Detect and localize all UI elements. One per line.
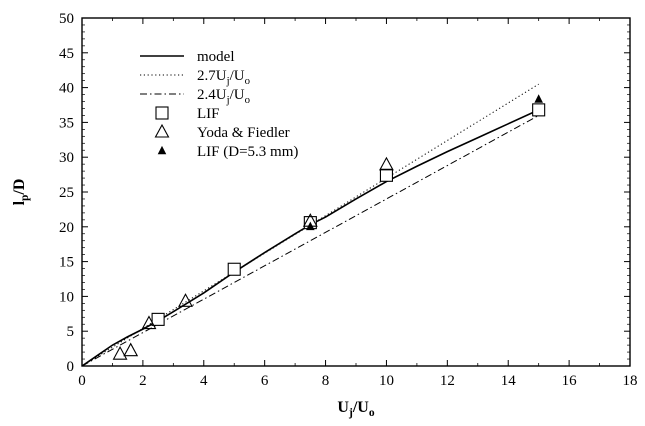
x-tick-label: 10 xyxy=(379,373,394,389)
x-tick-label: 2 xyxy=(139,373,147,389)
axis-titles: Uj/Uo lp/D xyxy=(11,179,375,419)
data-point-5 xyxy=(534,94,543,103)
legend-label-2-base: 2.4U xyxy=(197,87,227,103)
x-tick-label: 6 xyxy=(261,373,269,389)
legend-label-0: model xyxy=(197,49,235,65)
y-axis-title-sub1: p xyxy=(19,195,31,201)
x-tick-label: 8 xyxy=(322,373,330,389)
legend-label-2-mid: /U xyxy=(230,87,245,103)
y-tick-label: 40 xyxy=(59,81,74,97)
y-tick-label: 45 xyxy=(59,46,74,62)
data-point-3 xyxy=(532,103,546,117)
y-tick-label: 30 xyxy=(59,150,74,166)
y-axis-title-base: l xyxy=(11,200,28,205)
y-axis-title: lp/D xyxy=(11,179,31,206)
plot-markers-layer xyxy=(112,94,546,360)
data-point-5 xyxy=(306,221,315,231)
y-tick-label: 0 xyxy=(67,359,75,375)
y-tick-label: 5 xyxy=(67,324,75,340)
y-tick-label: 10 xyxy=(59,289,74,305)
x-tick-label: 12 xyxy=(440,373,455,389)
data-point-4 xyxy=(379,156,394,171)
legend-swatch-5 xyxy=(157,145,167,155)
y-tick-label: 15 xyxy=(59,255,74,271)
legend-swatch-3 xyxy=(155,106,169,120)
legend-label-1: 2.7Uj/Uo xyxy=(197,68,250,87)
data-point-3 xyxy=(227,262,241,276)
x-tick-label: 4 xyxy=(200,373,208,389)
legend-label-2-sub1: j xyxy=(226,94,230,106)
x-tick-label: 16 xyxy=(562,373,578,389)
data-point-4 xyxy=(178,293,193,307)
axes-layer: 0 2 4 6 8 10 12 14 16 18 0 5 10 15 20 25 30 35 40 45 50 xyxy=(59,11,638,389)
y-tick-label: 35 xyxy=(59,115,74,131)
x-tick-label: 0 xyxy=(78,373,86,389)
legend-label-5: LIF (D=5.3 mm) xyxy=(197,144,298,160)
data-point-4 xyxy=(141,315,157,330)
x-axis-title-sub1: j xyxy=(348,407,353,419)
y-tick-label: 25 xyxy=(59,185,74,201)
series-line-0 xyxy=(81,109,539,367)
data-point-3 xyxy=(151,312,165,326)
x-axis-title-base: U xyxy=(337,399,349,416)
plot-lines-layer xyxy=(81,83,539,367)
legend-label-4: Yoda & Fiedler xyxy=(197,125,290,141)
legend-label-1-base: 2.7U xyxy=(197,68,227,84)
legend-label-3: LIF xyxy=(197,106,220,122)
x-axis-title: Uj/Uo xyxy=(337,399,374,419)
y-tick-label: 50 xyxy=(59,11,74,27)
data-point-4 xyxy=(123,342,139,357)
data-point-4 xyxy=(112,346,128,360)
x-axis-title-mid: /U xyxy=(352,399,369,416)
y-tick-label: 20 xyxy=(59,220,74,236)
legend-swatch-4 xyxy=(154,123,170,138)
x-tick-label: 18 xyxy=(623,373,638,389)
x-tick-label: 14 xyxy=(501,373,517,389)
legend-label-1-sub2: o xyxy=(245,75,250,87)
legend-label-1-mid: /U xyxy=(230,68,245,84)
y-axis-title-mid: /D xyxy=(11,179,28,196)
legend-label-1-sub1: j xyxy=(226,75,230,87)
x-axis-title-sub2: o xyxy=(369,407,375,419)
legend-label-2-sub2: o xyxy=(245,94,250,106)
data-point-3 xyxy=(379,168,393,182)
legend-label-2: 2.4Uj/Uo xyxy=(197,87,250,106)
